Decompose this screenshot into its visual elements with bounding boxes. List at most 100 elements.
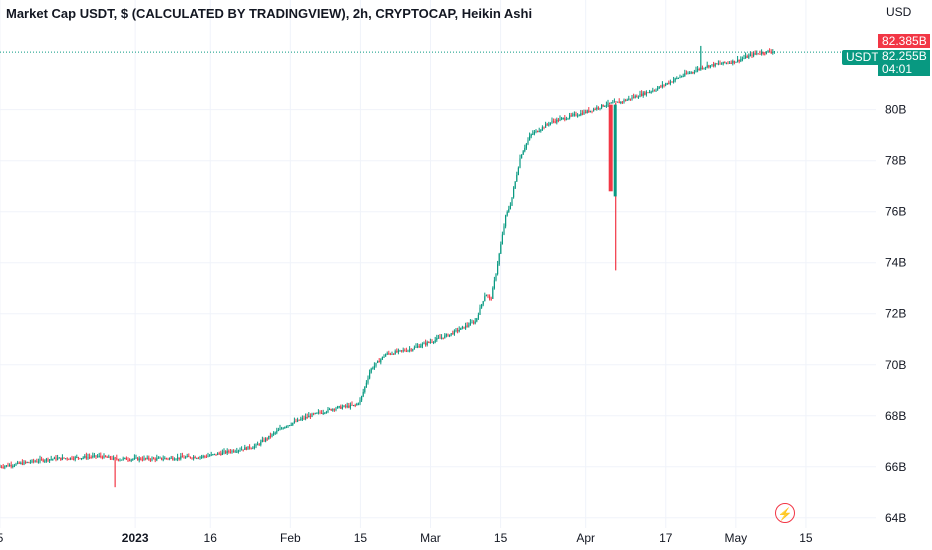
candle-body <box>58 457 60 459</box>
candle-body <box>42 459 44 462</box>
candle-body <box>383 356 385 358</box>
candle-body <box>151 458 153 461</box>
candle-body <box>474 321 476 324</box>
candle-body <box>165 458 167 460</box>
candle-body <box>303 418 305 420</box>
lightning-icon[interactable]: ⚡ <box>775 503 795 523</box>
candle-body <box>612 102 614 104</box>
candle-body <box>341 406 343 409</box>
candle-body <box>41 459 43 461</box>
candle-body <box>497 264 499 275</box>
candle-body <box>452 333 454 335</box>
candle-body <box>194 457 196 459</box>
candle-body <box>426 342 428 345</box>
candle-body <box>201 456 203 458</box>
candle-body <box>100 455 102 457</box>
candle-body <box>170 457 172 459</box>
candle-body <box>615 101 617 103</box>
candle-body <box>202 456 204 458</box>
candle-body <box>130 459 132 461</box>
spike-candle-body <box>613 104 617 197</box>
candle-body <box>295 421 297 423</box>
candle-body <box>533 132 535 134</box>
x-tick-label: 17 <box>659 531 673 545</box>
candle-body <box>290 424 292 426</box>
candle-body <box>618 101 620 104</box>
candle-body <box>450 333 452 335</box>
candle-body <box>106 456 108 458</box>
candle-body <box>204 456 206 458</box>
candle-body <box>743 58 745 60</box>
candle-body <box>367 378 369 383</box>
candle-body <box>489 296 491 299</box>
candle-body <box>578 115 580 117</box>
candle-body <box>317 412 319 414</box>
candle-body <box>325 412 327 414</box>
candle-body <box>92 456 94 458</box>
candle-body <box>247 446 249 450</box>
candle-body <box>28 462 30 464</box>
candle-body <box>175 459 177 461</box>
candle-body <box>81 458 83 460</box>
candle-body <box>253 446 255 449</box>
candle-body <box>321 412 323 414</box>
candle-body <box>277 430 279 432</box>
candle-body <box>21 462 23 465</box>
candle-body <box>562 118 564 120</box>
candle-body <box>258 444 260 446</box>
candle-body <box>397 350 399 353</box>
candle-body <box>658 86 660 89</box>
candle-body <box>391 353 393 355</box>
candle-body <box>146 457 148 459</box>
candle-body <box>674 78 676 81</box>
x-tick-label: Feb <box>280 531 301 545</box>
candle-body <box>569 115 571 119</box>
candle-body <box>586 110 588 113</box>
candle-body <box>676 78 678 80</box>
candle-body <box>581 113 583 115</box>
candle-body <box>421 344 423 347</box>
candle-body <box>660 86 662 88</box>
candle-body <box>543 127 545 129</box>
current-price-tag: 82.255B 04:01 <box>878 50 930 76</box>
candle-body <box>117 459 119 461</box>
candle-body <box>703 68 705 70</box>
candle-body <box>63 457 65 459</box>
candle-body <box>245 447 247 450</box>
candle-body <box>44 460 46 462</box>
candle-body <box>764 53 766 55</box>
candle-body <box>461 326 463 328</box>
candle-body <box>575 114 577 116</box>
candle-body <box>394 351 396 355</box>
candle-body <box>309 415 311 417</box>
candle-body <box>197 458 199 460</box>
candle-body <box>95 455 97 457</box>
candle-body <box>561 118 563 120</box>
candle-body <box>402 350 404 352</box>
candle-body <box>559 118 561 121</box>
candle-body <box>15 463 17 466</box>
candle-body <box>76 457 78 459</box>
candle-body <box>25 461 27 463</box>
candle-body <box>231 450 233 453</box>
candle-body <box>719 63 721 65</box>
last-price-tag: 82.385B <box>878 34 930 48</box>
candle-body <box>698 69 700 71</box>
candle-body <box>516 174 518 182</box>
candle-body <box>429 342 431 344</box>
currency-label[interactable]: USD <box>886 5 912 19</box>
candle-body <box>596 107 598 110</box>
candle-body <box>740 59 742 62</box>
candle-body <box>673 80 675 83</box>
candle-body <box>13 465 15 467</box>
candle-body <box>652 90 654 92</box>
candle-body <box>753 53 755 57</box>
candle-body <box>636 96 638 98</box>
candle-body <box>269 435 271 437</box>
candle-body <box>273 433 275 435</box>
candle-body <box>447 334 449 337</box>
candle-body <box>228 450 230 453</box>
candle-body <box>361 396 363 401</box>
candle-body <box>337 406 339 409</box>
